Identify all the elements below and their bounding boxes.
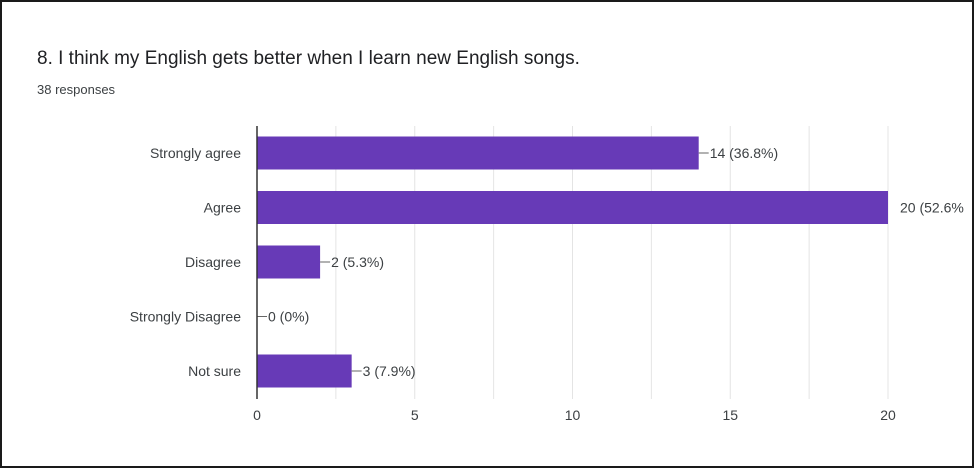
response-count: 38 responses (37, 82, 116, 97)
category-label: Strongly agree (150, 145, 241, 161)
bar (257, 136, 699, 170)
category-label: Agree (204, 200, 242, 216)
question-title: 8. I think my English gets better when I… (37, 48, 580, 69)
category-label: Not sure (188, 363, 241, 379)
data-label: 20 (52.6% (900, 200, 964, 216)
bar (257, 191, 888, 224)
x-tick-label: 10 (565, 407, 581, 423)
category-label: Strongly Disagree (130, 309, 241, 325)
x-tick-label: 15 (722, 407, 738, 423)
data-label: 3 (7.9%) (363, 363, 416, 379)
x-tick-label: 20 (880, 407, 896, 423)
data-label: 14 (36.8%) (710, 145, 778, 161)
bar (257, 354, 352, 388)
bar (257, 245, 321, 279)
x-tick-label: 0 (253, 407, 261, 423)
data-label: 2 (5.3%) (331, 254, 384, 270)
data-label: 0 (0%) (268, 309, 309, 325)
x-tick-label: 5 (411, 407, 419, 423)
category-label: Disagree (185, 254, 241, 270)
